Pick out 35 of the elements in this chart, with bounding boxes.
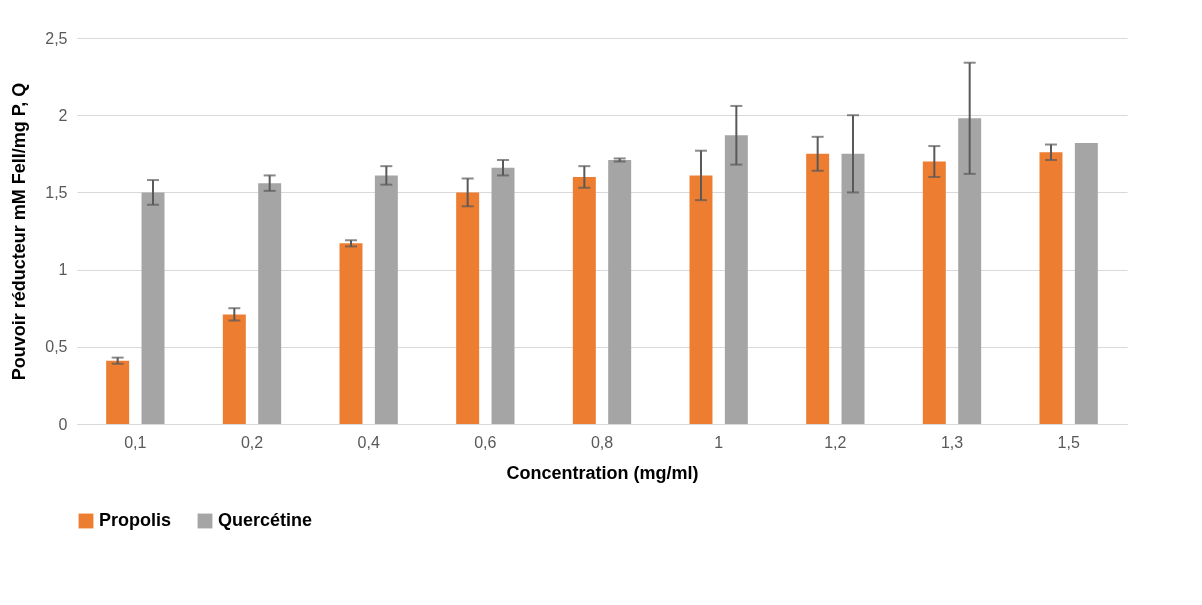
x-tick-label: 1,3 <box>940 433 964 451</box>
bar <box>806 153 830 424</box>
y-tick-label: 2 <box>58 106 68 124</box>
bar <box>222 314 246 424</box>
x-tick-label: 0,2 <box>240 433 264 451</box>
bar <box>958 118 982 424</box>
x-tick-label: 1,2 <box>824 433 847 451</box>
bar <box>456 192 480 424</box>
bar <box>841 153 865 424</box>
bar <box>258 183 282 424</box>
x-tick-label: 0,4 <box>357 433 380 451</box>
bar <box>1074 142 1098 424</box>
x-tick-label: 0,1 <box>124 433 147 451</box>
bar <box>922 161 946 424</box>
y-tick-label: 0 <box>58 415 68 433</box>
bar <box>724 135 748 424</box>
x-tick-label: 1 <box>714 433 724 451</box>
x-tick-label: 0,8 <box>590 433 614 451</box>
y-tick-label: 2,5 <box>45 29 68 47</box>
bar <box>141 192 165 424</box>
x-tick-label: 0,6 <box>474 433 497 451</box>
y-tick-label: 1,5 <box>45 183 68 201</box>
y-axis-title: Pouvoir réducteur mM FeII/mg P, Q <box>9 82 30 381</box>
legend-label: Propolis <box>99 510 172 530</box>
legend-label: Quercétine <box>218 510 313 530</box>
x-tick-label: 1,5 <box>1057 433 1080 451</box>
bar <box>608 159 632 424</box>
bar <box>1039 152 1063 424</box>
bar <box>689 175 713 424</box>
x-axis-title: Concentration (mg/ml) <box>506 462 699 483</box>
bar <box>572 176 596 424</box>
bar <box>491 167 515 424</box>
y-tick-label: 0,5 <box>45 338 68 356</box>
y-tick-label: 1 <box>58 261 68 279</box>
bar <box>374 175 398 424</box>
